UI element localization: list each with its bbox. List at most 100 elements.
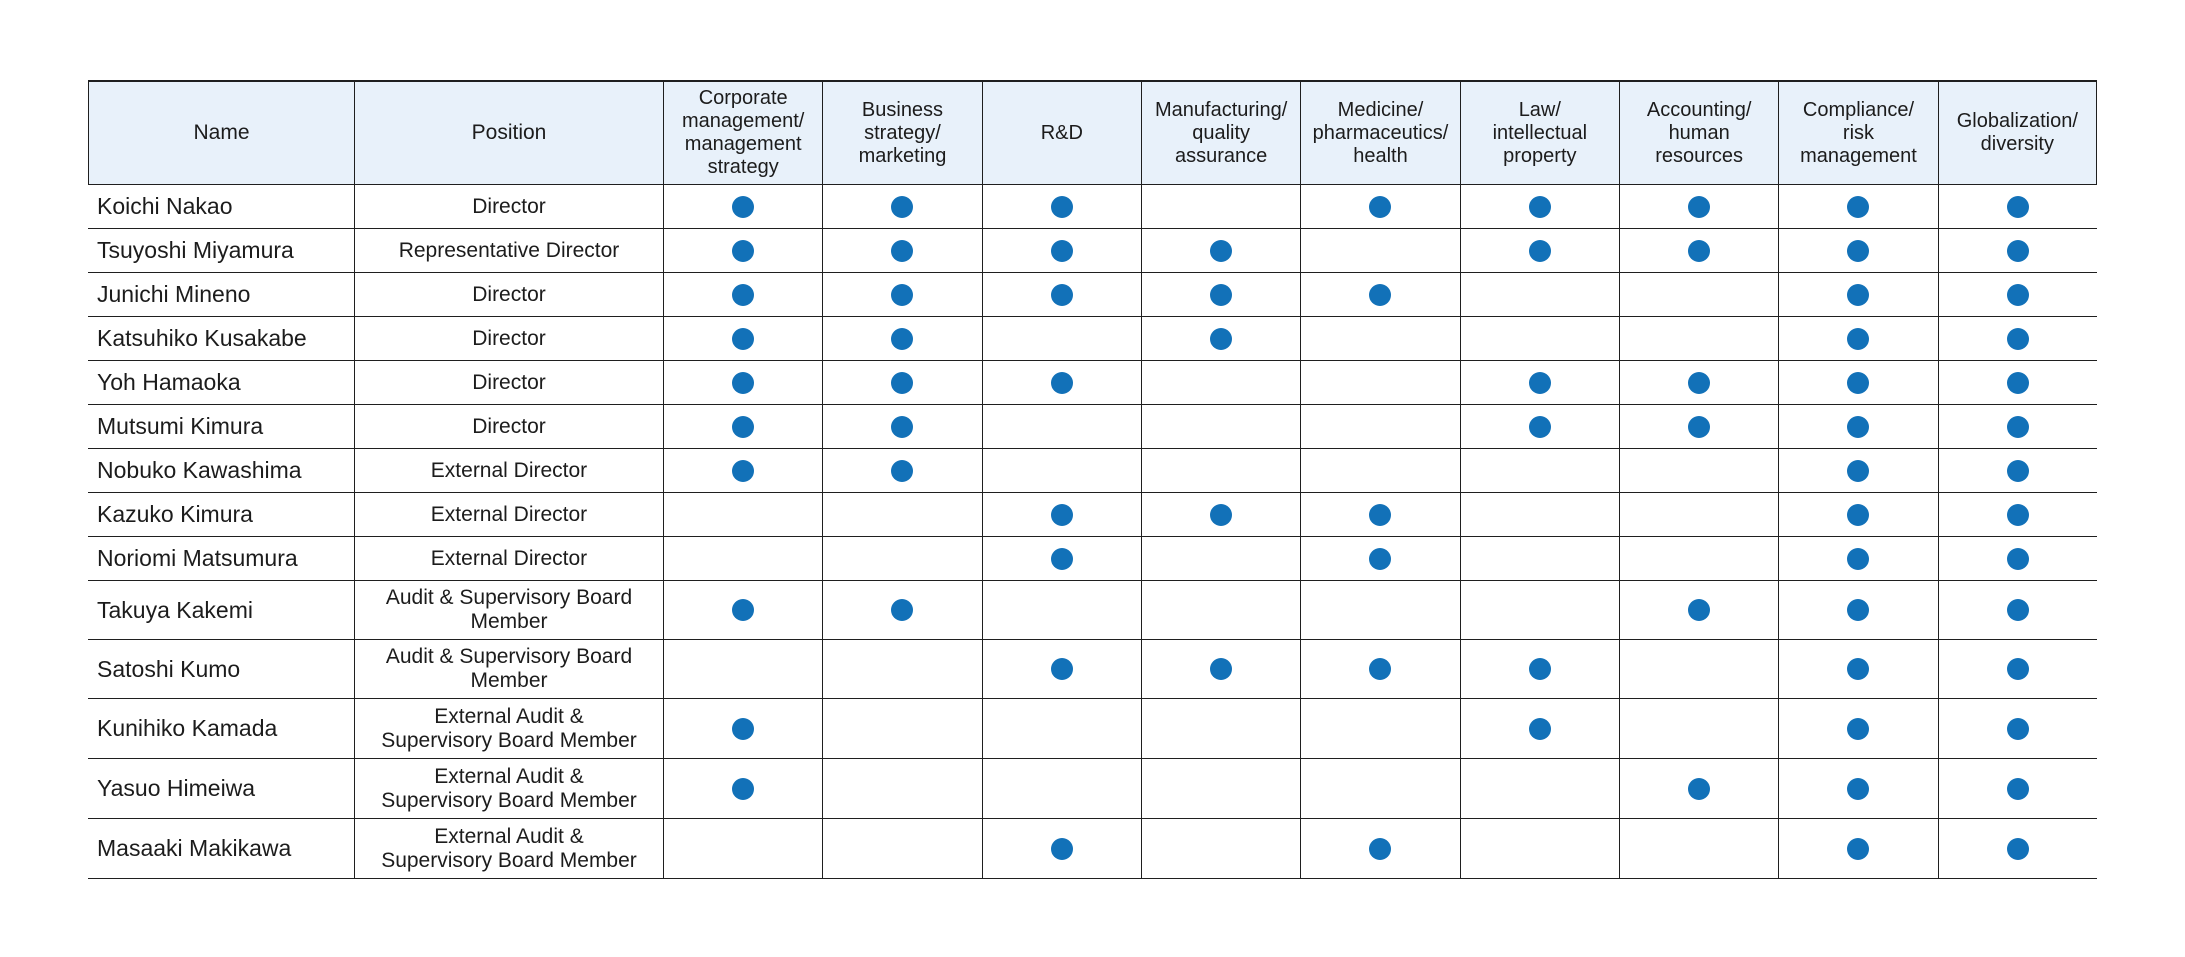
skill-dot-icon bbox=[1210, 503, 1233, 526]
skill-dot-icon bbox=[1050, 547, 1073, 570]
skill-dot-icon bbox=[1050, 658, 1073, 680]
skill-dot-icon bbox=[1847, 547, 1870, 570]
skill-cell bbox=[1140, 759, 1300, 818]
skill-dot-icon bbox=[1050, 239, 1073, 262]
skill-cell bbox=[1140, 581, 1300, 639]
skill-cell bbox=[663, 699, 822, 758]
skill-cell bbox=[1300, 361, 1459, 404]
member-name: Yoh Hamaoka bbox=[97, 369, 241, 395]
skill-cell bbox=[981, 537, 1141, 580]
skill-cell bbox=[981, 819, 1141, 878]
skill-cell bbox=[1937, 229, 2097, 272]
skill-cell bbox=[1778, 493, 1937, 536]
skill-cell bbox=[822, 759, 981, 818]
skill-dot-icon bbox=[891, 327, 914, 350]
skill-cell bbox=[1459, 537, 1619, 580]
skill-cell bbox=[981, 449, 1141, 492]
column-header-skill-0: Corporate management/ management strateg… bbox=[663, 82, 823, 184]
skill-cell bbox=[1778, 819, 1937, 878]
skill-cell bbox=[822, 493, 981, 536]
skill-dot-icon bbox=[1847, 503, 1870, 526]
skill-cell bbox=[1300, 229, 1459, 272]
skill-dot-icon bbox=[1369, 547, 1392, 570]
skill-dot-icon bbox=[2006, 371, 2029, 394]
skill-cell bbox=[822, 449, 981, 492]
column-header-skill-6: Accounting/ human resources bbox=[1618, 82, 1779, 184]
column-header-skill-1: Business strategy/ marketing bbox=[822, 82, 982, 184]
skill-dot-icon bbox=[2006, 503, 2029, 526]
member-name: Katsuhiko Kusakabe bbox=[97, 325, 307, 351]
skill-cell bbox=[1937, 361, 2097, 404]
skill-cell bbox=[981, 581, 1141, 639]
skill-dot-icon bbox=[1688, 415, 1711, 438]
skill-dot-icon bbox=[1369, 283, 1392, 306]
table-row: Junichi Mineno Director bbox=[88, 273, 2097, 317]
skill-cell bbox=[1778, 449, 1937, 492]
member-position: Director bbox=[354, 185, 663, 228]
skill-dot-icon bbox=[1688, 239, 1711, 262]
skill-cell bbox=[1140, 185, 1300, 228]
column-header-skill-5: Law/ intellectual property bbox=[1459, 82, 1619, 184]
member-position: Audit & Supervisory Board Member bbox=[354, 640, 663, 698]
skill-cell bbox=[1937, 405, 2097, 448]
skill-dot-icon bbox=[891, 283, 914, 306]
skill-dot-icon bbox=[2006, 283, 2029, 306]
skill-cell bbox=[1618, 229, 1778, 272]
skill-cell bbox=[1618, 493, 1778, 536]
skill-dot-icon bbox=[891, 599, 914, 621]
skill-cell bbox=[1459, 449, 1619, 492]
column-header-skill-2: R&D bbox=[981, 82, 1141, 184]
skill-cell bbox=[1778, 699, 1937, 758]
member-position: Director bbox=[354, 405, 663, 448]
member-name: Kunihiko Kamada bbox=[97, 715, 278, 741]
skill-dot-icon bbox=[1847, 837, 1870, 860]
skill-cell bbox=[1618, 640, 1778, 698]
skill-dot-icon bbox=[1050, 503, 1073, 526]
skill-dot-icon bbox=[732, 195, 755, 218]
skill-cell bbox=[1140, 229, 1300, 272]
skill-cell bbox=[663, 273, 822, 316]
skill-cell bbox=[1459, 581, 1619, 639]
member-position: External Director bbox=[354, 449, 663, 492]
skill-cell bbox=[1778, 537, 1937, 580]
table-row: Takuya Kakemi Audit & Supervisory Board M… bbox=[88, 581, 2097, 640]
skill-dot-icon bbox=[2006, 717, 2029, 740]
skill-dot-icon bbox=[1369, 195, 1392, 218]
skill-dot-icon bbox=[1050, 195, 1073, 218]
skill-cell bbox=[663, 405, 822, 448]
skill-cell bbox=[1459, 361, 1619, 404]
skill-cell bbox=[1778, 640, 1937, 698]
skill-cell bbox=[1778, 581, 1937, 639]
skill-dot-icon bbox=[732, 717, 755, 740]
skill-cell bbox=[1618, 537, 1778, 580]
skill-dot-icon bbox=[1847, 459, 1870, 482]
skill-cell bbox=[1300, 449, 1459, 492]
skill-cell bbox=[663, 759, 822, 818]
member-position: Director bbox=[354, 361, 663, 404]
skill-dot-icon bbox=[732, 283, 755, 306]
skill-cell bbox=[981, 640, 1141, 698]
skill-cell bbox=[1937, 317, 2097, 360]
skill-cell bbox=[1778, 361, 1937, 404]
skill-cell bbox=[1459, 699, 1619, 758]
skill-dot-icon bbox=[1528, 658, 1551, 680]
skill-cell bbox=[1778, 317, 1937, 360]
skill-cell bbox=[822, 405, 981, 448]
skill-cell bbox=[1300, 819, 1459, 878]
skill-dot-icon bbox=[732, 599, 755, 621]
table-row: Katsuhiko Kusakabe Director bbox=[88, 317, 2097, 361]
skill-cell bbox=[1618, 449, 1778, 492]
skill-cell bbox=[1140, 449, 1300, 492]
skill-dot-icon bbox=[891, 415, 914, 438]
column-header-skill-8: Globalization/ diversity bbox=[1937, 82, 2097, 184]
skill-dot-icon bbox=[1528, 371, 1551, 394]
skill-dot-icon bbox=[1369, 503, 1392, 526]
skill-cell bbox=[1300, 405, 1459, 448]
skill-cell bbox=[981, 361, 1141, 404]
skill-cell bbox=[1300, 759, 1459, 818]
member-name: Junichi Mineno bbox=[97, 281, 251, 307]
skill-cell bbox=[1937, 493, 2097, 536]
skill-dot-icon bbox=[1847, 599, 1870, 621]
skill-cell bbox=[1778, 185, 1937, 228]
skill-cell bbox=[663, 185, 822, 228]
